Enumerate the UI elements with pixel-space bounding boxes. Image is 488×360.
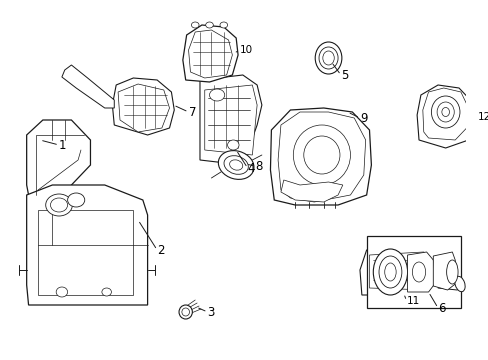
Ellipse shape — [318, 47, 337, 69]
Text: 6: 6 — [437, 302, 445, 315]
Polygon shape — [183, 25, 238, 82]
Text: 1: 1 — [59, 139, 66, 152]
Polygon shape — [280, 180, 342, 202]
Polygon shape — [359, 245, 437, 295]
Polygon shape — [432, 252, 456, 290]
Polygon shape — [470, 92, 485, 132]
Ellipse shape — [179, 305, 192, 319]
Ellipse shape — [411, 262, 425, 282]
Polygon shape — [62, 65, 114, 108]
Polygon shape — [27, 185, 147, 305]
Polygon shape — [38, 210, 133, 295]
Polygon shape — [27, 120, 90, 205]
Ellipse shape — [454, 276, 464, 292]
Ellipse shape — [372, 249, 407, 295]
Ellipse shape — [227, 140, 239, 150]
Polygon shape — [200, 75, 262, 165]
Ellipse shape — [293, 125, 350, 185]
Ellipse shape — [441, 108, 448, 117]
Text: 9: 9 — [359, 112, 366, 125]
Text: 12: 12 — [477, 112, 488, 122]
Polygon shape — [52, 185, 71, 205]
Ellipse shape — [218, 150, 253, 179]
Ellipse shape — [67, 193, 84, 207]
Polygon shape — [188, 30, 232, 78]
Ellipse shape — [50, 198, 67, 212]
Ellipse shape — [56, 287, 67, 297]
Polygon shape — [118, 84, 169, 132]
Ellipse shape — [436, 102, 453, 122]
Ellipse shape — [102, 288, 111, 296]
Ellipse shape — [430, 96, 459, 128]
Text: 4: 4 — [247, 162, 255, 175]
Ellipse shape — [303, 136, 339, 174]
Ellipse shape — [315, 42, 341, 74]
Ellipse shape — [220, 22, 227, 28]
Text: 7: 7 — [188, 105, 196, 118]
Ellipse shape — [209, 89, 224, 101]
Ellipse shape — [45, 194, 72, 216]
Polygon shape — [270, 108, 371, 205]
Text: 5: 5 — [340, 68, 347, 81]
Polygon shape — [112, 78, 174, 135]
Polygon shape — [204, 85, 257, 155]
Polygon shape — [407, 252, 435, 292]
Polygon shape — [278, 112, 365, 202]
Ellipse shape — [182, 308, 189, 316]
Ellipse shape — [384, 263, 395, 281]
Text: 10: 10 — [240, 45, 253, 55]
Ellipse shape — [378, 256, 401, 288]
Ellipse shape — [229, 160, 242, 170]
Bar — [366, 236, 460, 308]
Ellipse shape — [224, 156, 248, 174]
Polygon shape — [437, 278, 461, 290]
Polygon shape — [369, 252, 430, 290]
Polygon shape — [422, 88, 468, 140]
Text: 3: 3 — [207, 306, 215, 319]
Ellipse shape — [191, 22, 199, 28]
Ellipse shape — [322, 51, 334, 65]
Text: 2: 2 — [157, 243, 164, 256]
Text: 8: 8 — [255, 159, 262, 172]
Ellipse shape — [205, 22, 213, 28]
Text: 11: 11 — [406, 296, 419, 306]
Ellipse shape — [446, 260, 457, 284]
Polygon shape — [416, 85, 473, 148]
